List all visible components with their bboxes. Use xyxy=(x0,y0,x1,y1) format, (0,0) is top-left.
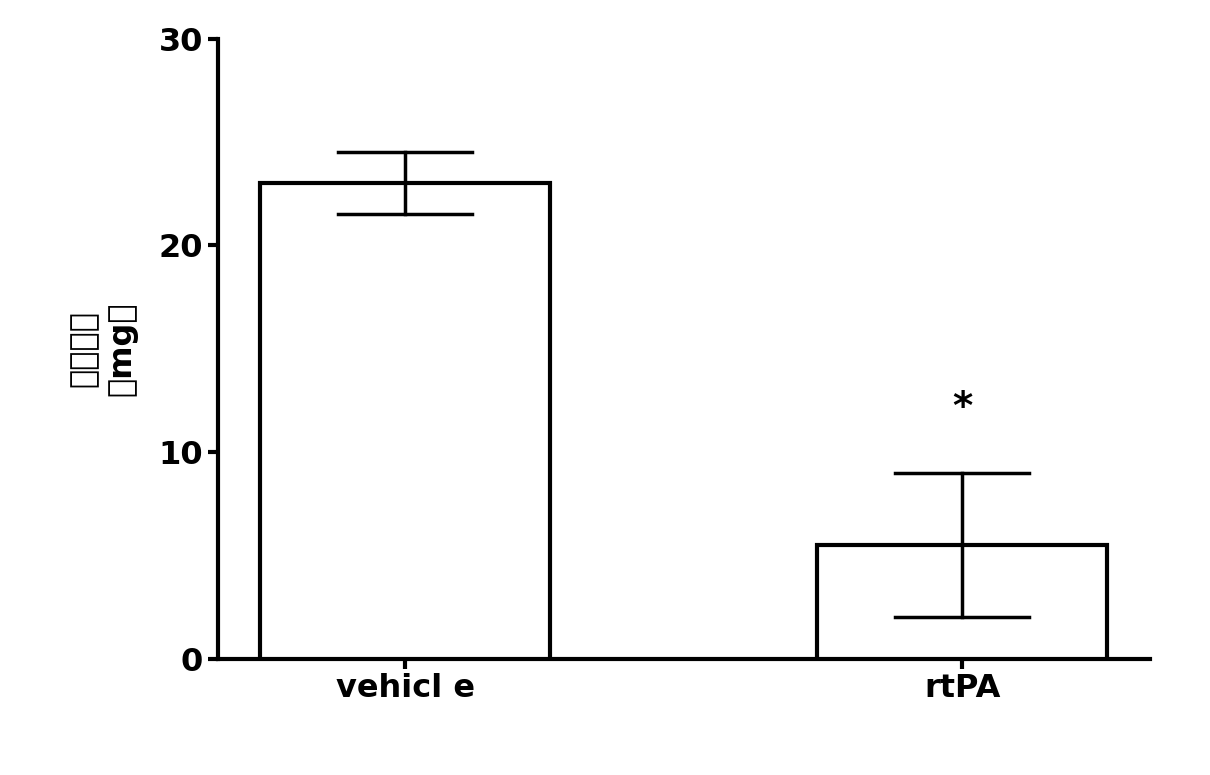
Bar xyxy=(818,545,1107,659)
Y-axis label: 血栓重量
（mg）: 血栓重量 （mg） xyxy=(69,301,138,396)
Text: *: * xyxy=(952,389,973,427)
Bar xyxy=(260,184,549,659)
